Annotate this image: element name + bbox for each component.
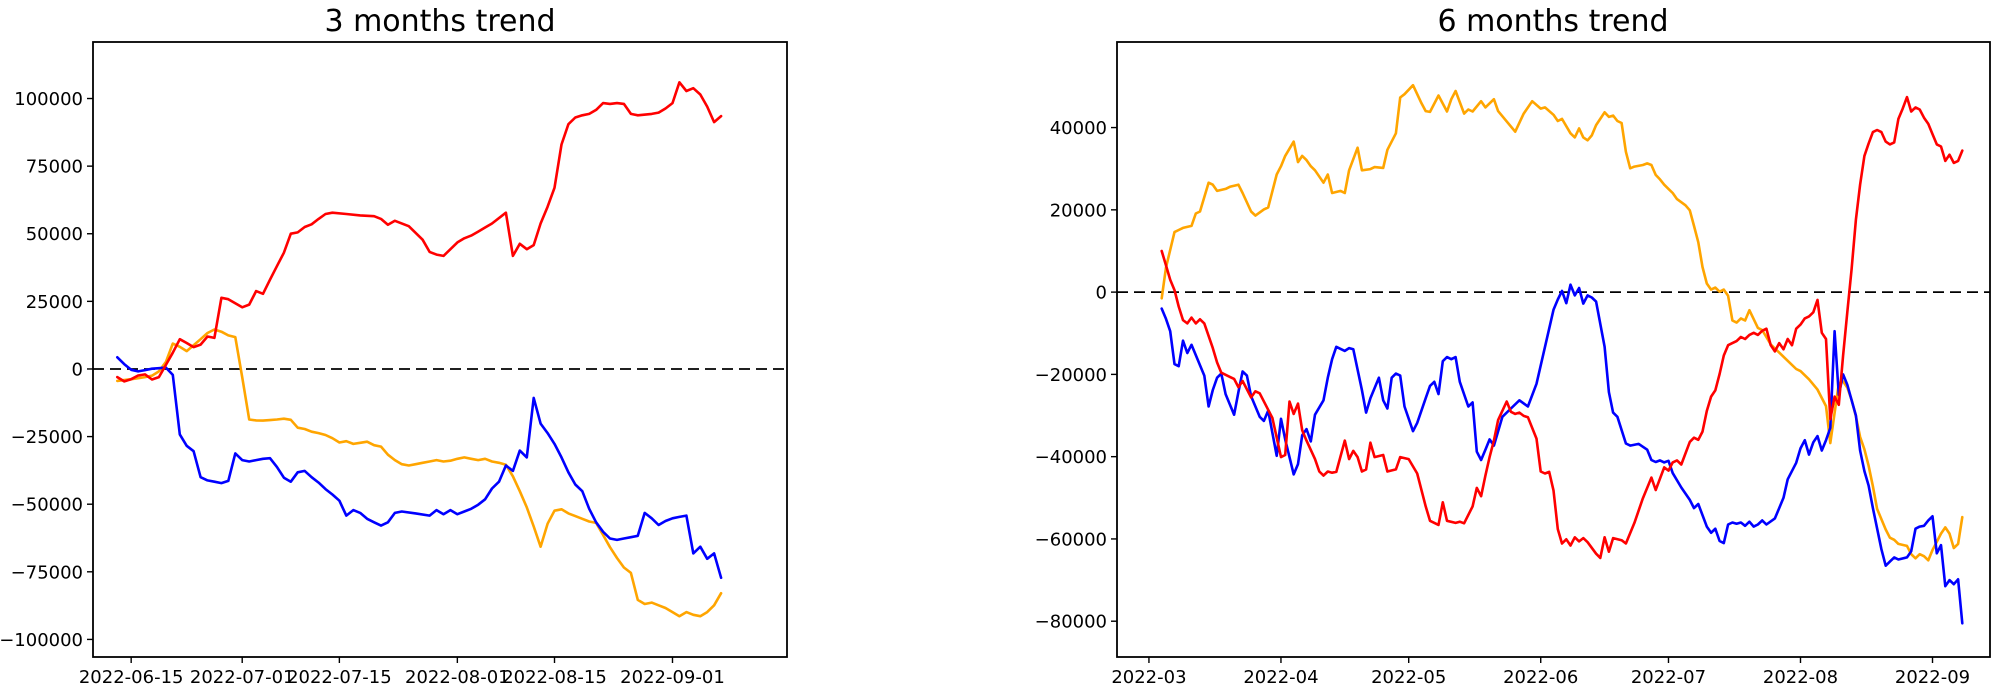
series-line-orange-6m [1160,83,1964,562]
right-chart-title: 6 months trend [1437,4,1669,39]
x-tick-label: 2022-08-01 [405,667,510,688]
y-tick-label: −25000 [11,427,83,448]
x-tick-label: 2022-09-01 [620,667,725,688]
y-tick-label: −75000 [11,562,83,583]
x-tick-label: 2022-07-15 [287,667,392,688]
x-tick-label: 2022-09 [1895,667,1970,688]
series-line-orange-3m [116,328,723,618]
x-tick-label: 2022-06 [1503,667,1578,688]
y-tick-label: 0 [72,359,83,380]
y-tick-label: 50000 [26,224,83,245]
series-line-blue-6m [1160,283,1964,625]
y-tick-label: −100000 [0,630,83,651]
left-chart-title: 3 months trend [324,4,556,39]
y-tick-label: −50000 [11,495,83,516]
x-tick-label: 2022-06-15 [79,667,184,688]
series-line-red-3m [116,81,723,383]
y-tick-label: 0 [1096,283,1107,304]
y-tick-label: 25000 [26,292,83,313]
x-tick-label: 2022-03 [1111,667,1186,688]
axes-spines [1116,41,1991,658]
y-tick-label: −80000 [1035,612,1107,633]
y-tick-label: 100000 [14,89,83,110]
y-tick-label: −20000 [1035,365,1107,386]
y-tick-label: −40000 [1035,447,1107,468]
series-line-blue-3m [116,355,723,580]
y-tick-label: 40000 [1050,118,1107,139]
x-tick-label: 2022-07 [1631,667,1706,688]
series-line-red-6m [1160,95,1964,560]
y-tick-label: −60000 [1035,529,1107,550]
x-tick-label: 2022-08-15 [502,667,607,688]
x-tick-label: 2022-04 [1243,667,1318,688]
axes-spines [92,41,788,658]
y-tick-label: 20000 [1050,200,1107,221]
x-tick-label: 2022-05 [1371,667,1446,688]
x-tick-label: 2022-08 [1763,667,1838,688]
x-tick-label: 2022-07-01 [190,667,295,688]
y-tick-label: 75000 [26,157,83,178]
